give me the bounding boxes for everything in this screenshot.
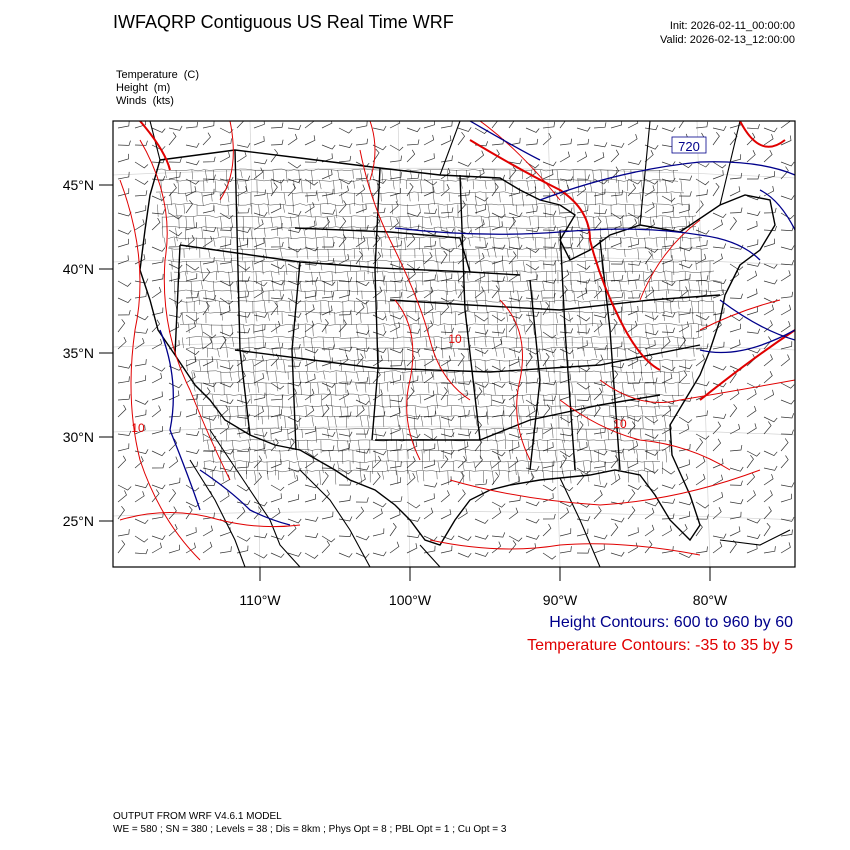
lat-label: 25°N	[63, 513, 94, 529]
temp-contour-label: 10	[448, 332, 462, 346]
state-line	[559, 229, 576, 471]
temperature-contours	[119, 121, 795, 561]
state-line	[375, 394, 661, 441]
field-unit: (kts)	[152, 95, 174, 107]
lat-label: 45°N	[63, 177, 94, 193]
state-line	[179, 244, 521, 276]
valid-time: Valid: 2026-02-13_12:00:00	[660, 34, 795, 46]
state-line	[389, 294, 721, 311]
height-label-box	[671, 136, 707, 154]
init-time: Init: 2026-02-11_00:00:00	[669, 20, 795, 32]
plot-title: IWFAQRP Contiguous US Real Time WRF	[113, 12, 454, 32]
lon-ticks	[259, 567, 711, 581]
field-temperature: Temperature (C)	[116, 69, 199, 81]
lon-label: 110°W	[239, 592, 281, 608]
lon-label: 90°W	[543, 592, 578, 608]
us-outline	[139, 149, 776, 546]
temperature-zero-contour	[139, 121, 795, 401]
state-line	[174, 244, 181, 356]
state-line	[234, 344, 701, 373]
state-borders	[139, 149, 776, 546]
model-info: OUTPUT FROM WRF V4.6.1 MODEL	[113, 811, 282, 822]
state-line	[459, 174, 481, 441]
lat-label: 40°N	[63, 261, 94, 277]
model-settings: WE = 580 ; SN = 380 ; Levels = 38 ; Dis …	[113, 824, 507, 835]
lon-label: 80°W	[693, 592, 728, 608]
state-line	[294, 227, 471, 273]
field-winds: Winds (kts)	[116, 95, 174, 107]
height-contour-legend: Height Contours: 600 to 960 by 60	[549, 614, 793, 631]
state-line	[291, 261, 301, 451]
lat-label: 35°N	[63, 345, 94, 361]
temperature-contour-legend: Temperature Contours: -35 to 35 by 5	[527, 637, 793, 654]
lon-label: 100°W	[389, 592, 432, 608]
field-unit: (C)	[183, 69, 200, 81]
state-line	[234, 149, 251, 436]
temp-contour-label: 10	[613, 417, 627, 431]
state-line	[599, 239, 621, 471]
field-height: Height (m)	[116, 82, 170, 94]
lat-label: 30°N	[63, 429, 94, 445]
height-contours	[159, 121, 795, 526]
field-name: Height	[116, 82, 148, 94]
lat-ticks	[99, 184, 113, 522]
state-line	[529, 279, 541, 471]
field-unit: (m)	[153, 82, 171, 94]
field-name: Temperature	[116, 69, 178, 81]
field-name: Winds	[116, 95, 147, 107]
state-line	[371, 167, 381, 441]
temp-contour-label: 10	[131, 421, 145, 435]
map-frame	[112, 120, 796, 568]
height-contour-label: 720	[678, 139, 700, 154]
